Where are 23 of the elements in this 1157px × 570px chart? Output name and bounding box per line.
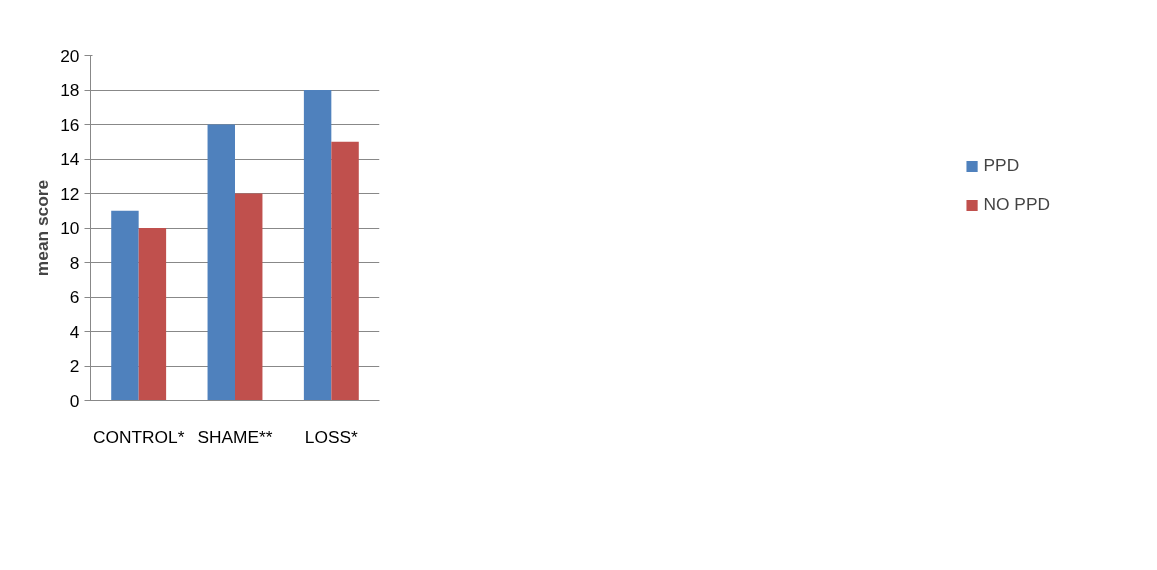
y-tick-label: 2 bbox=[69, 356, 80, 376]
y-tick-label: 4 bbox=[69, 321, 80, 342]
bar bbox=[111, 210, 139, 401]
y-tick-label: 16 bbox=[60, 114, 80, 135]
bar bbox=[138, 228, 167, 401]
x-tick-label: SHAME** bbox=[197, 426, 273, 447]
legend-label: PPD bbox=[983, 155, 1020, 176]
bar bbox=[235, 193, 263, 401]
y-tick-label: 8 bbox=[69, 252, 80, 273]
y-tick-label: 18 bbox=[60, 80, 80, 100]
y-tick-label: 6 bbox=[69, 287, 80, 307]
x-tick-label: CONTROL* bbox=[92, 426, 185, 447]
y-tick-label: 0 bbox=[69, 390, 80, 411]
bar bbox=[331, 141, 359, 401]
y-tick-label: 14 bbox=[60, 149, 80, 169]
y-tick-label: 20 bbox=[60, 45, 80, 66]
y-axis-title: mean score bbox=[32, 179, 53, 277]
y-tick-label: 10 bbox=[60, 218, 80, 238]
bar bbox=[303, 90, 332, 401]
x-tick-label: LOSS* bbox=[304, 426, 359, 447]
legend-label: NO PPD bbox=[983, 194, 1050, 215]
bar bbox=[207, 124, 235, 401]
y-tick-label: 12 bbox=[60, 183, 80, 204]
